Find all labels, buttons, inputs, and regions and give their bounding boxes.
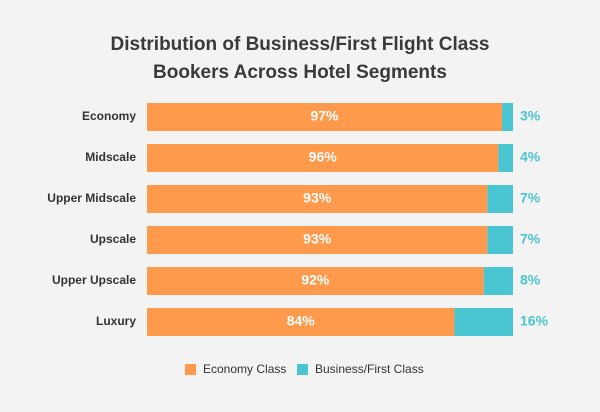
value-label: 93% <box>303 190 332 206</box>
bar-segment <box>498 144 513 172</box>
category-label: Economy <box>82 109 136 123</box>
bar-segment <box>502 103 513 131</box>
bar-segment <box>483 267 513 295</box>
bar-segment <box>147 308 455 336</box>
bar-segment <box>454 308 513 336</box>
category-label: Luxury <box>96 314 136 328</box>
legend-swatch <box>297 364 308 375</box>
value-label: 4% <box>520 149 541 165</box>
bar-segment <box>147 144 499 172</box>
bar-segment <box>147 226 488 254</box>
value-label: 97% <box>310 108 339 124</box>
value-label: 8% <box>520 272 541 288</box>
value-label: 16% <box>520 313 549 329</box>
bar-segment <box>487 226 513 254</box>
legend-swatch <box>185 364 196 375</box>
value-label: 96% <box>309 149 338 165</box>
legend-label: Business/First Class <box>315 362 424 376</box>
value-label: 3% <box>520 108 541 124</box>
value-label: 7% <box>520 190 541 206</box>
category-label: Upper Upscale <box>52 273 136 287</box>
category-label: Midscale <box>85 150 136 164</box>
bar-segment <box>147 103 503 131</box>
chart-title: Bookers Across Hotel Segments <box>153 62 447 83</box>
value-label: 93% <box>303 231 332 247</box>
value-label: 7% <box>520 231 541 247</box>
legend-label: Economy Class <box>203 362 286 376</box>
value-label: 84% <box>287 313 316 329</box>
category-label: Upper Midscale <box>47 191 136 205</box>
bar-segment <box>147 267 484 295</box>
value-label: 92% <box>301 272 330 288</box>
chart-title: Distribution of Business/First Flight Cl… <box>111 34 490 55</box>
category-label: Upscale <box>90 232 136 246</box>
bar-segment <box>487 185 513 213</box>
bar-segment <box>147 185 488 213</box>
